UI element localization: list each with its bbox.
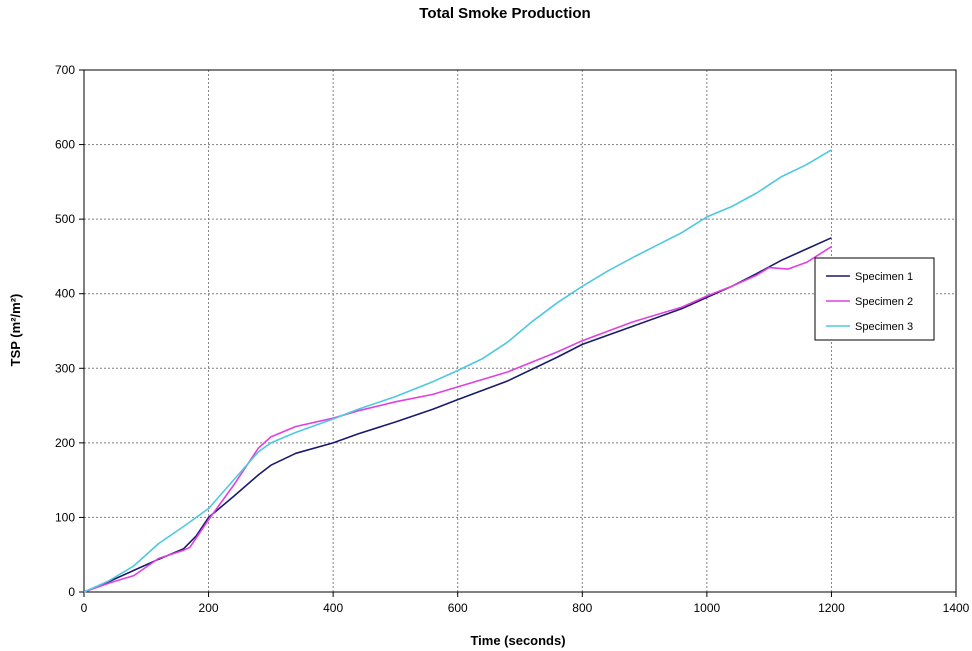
x-tick-label: 800 — [572, 601, 592, 615]
x-tick-label: 600 — [448, 601, 468, 615]
y-axis-label: TSP (m²/m²) — [8, 294, 23, 367]
series-line-specimen-3 — [83, 149, 832, 593]
y-tick-label: 400 — [55, 287, 75, 301]
legend: Specimen 1 Specimen 2 Specimen 3 — [814, 257, 935, 341]
y-tick-label: 500 — [55, 212, 75, 226]
y-tick-label: 300 — [55, 361, 75, 375]
x-tick-label: 1000 — [694, 601, 721, 615]
x-tick-label: 400 — [323, 601, 343, 615]
plot-area-frame — [83, 69, 957, 593]
x-tick-label: 1200 — [818, 601, 845, 615]
x-tick-label: 1400 — [943, 601, 970, 615]
tick-labels: 0 200 400 600 800 1000 1200 1400 0 100 200 300 400 50… — [55, 63, 970, 615]
legend-label-specimen-2: Specimen 2 — [855, 296, 913, 308]
x-axis-label: Time (seconds) — [470, 633, 565, 648]
grid — [84, 70, 956, 592]
x-tick-label: 0 — [81, 601, 88, 615]
legend-label-specimen-3: Specimen 3 — [855, 321, 913, 333]
x-tick-label: 200 — [199, 601, 219, 615]
series-lines — [83, 149, 832, 593]
y-tick-label: 200 — [55, 436, 75, 450]
legend-label-specimen-1: Specimen 1 — [855, 271, 913, 283]
y-tick-label: 100 — [55, 510, 75, 524]
y-tick-label: 600 — [55, 138, 75, 152]
y-tick-label: 700 — [55, 63, 75, 77]
y-tick-label: 0 — [68, 585, 75, 599]
series-line-specimen-2 — [83, 246, 832, 593]
chart-title: Total Smoke Production — [419, 5, 590, 22]
